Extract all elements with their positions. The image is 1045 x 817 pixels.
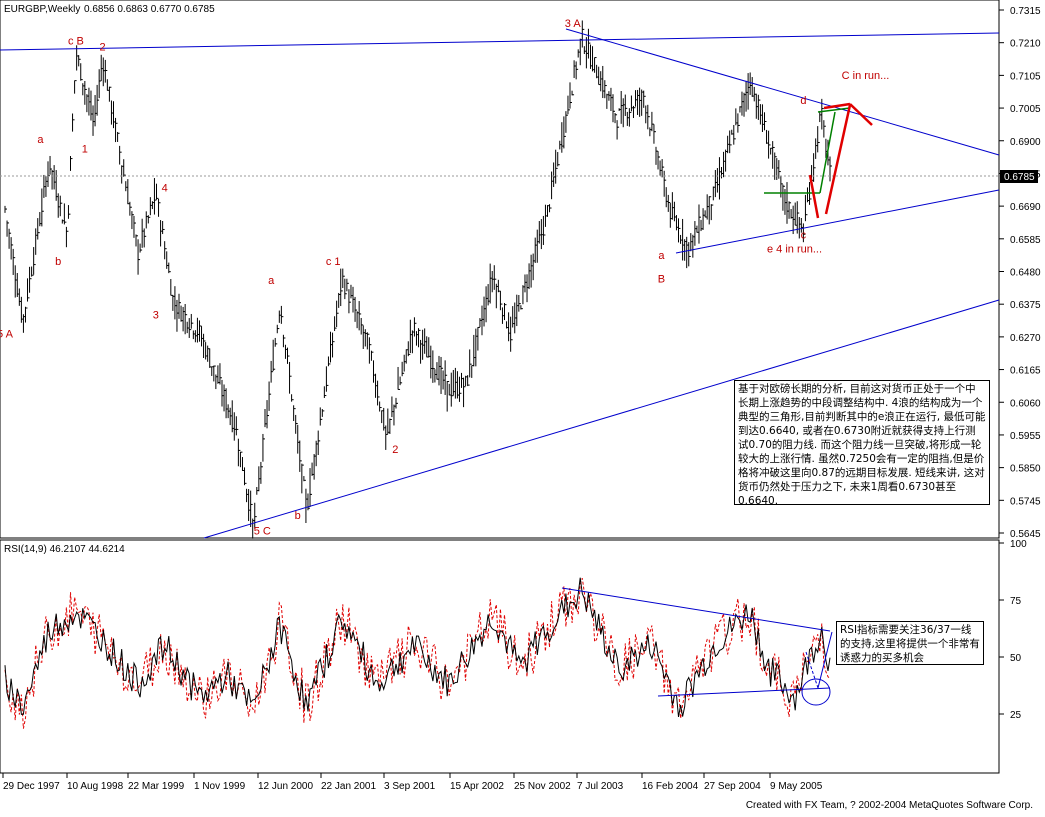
wave-label: a (268, 275, 275, 287)
time-tick-label: 7 Jul 2003 (577, 781, 624, 792)
wave-label: 5 C (254, 526, 271, 538)
rsi-tick-label: 25 (1010, 710, 1022, 721)
wave-label: 3 A (565, 18, 582, 30)
rsi-resistance-line (561, 587, 831, 632)
wave-label: a (658, 250, 665, 262)
wave-label: c B (68, 35, 84, 47)
price-tick-label: 0.7105 (1010, 71, 1041, 82)
footer-credit: Created with FX Team, ? 2002-2004 MetaQu… (745, 800, 1033, 811)
time-axis: 29 Dec 1997 10 Aug 1998 22 Mar 1999 1 Nov 1… (2, 773, 823, 792)
quote-readout: 0.6856 0.6863 0.6770 0.6785 (84, 4, 215, 15)
triangle-lower-line (675, 189, 1000, 254)
lower-channel-line (203, 299, 1000, 539)
time-tick-label: 10 Aug 1998 (67, 781, 124, 792)
upper-channel-line (0, 32, 1000, 51)
wave-label: 4 (162, 183, 168, 195)
price-tick-label: 0.5955 (1010, 431, 1041, 442)
rsi-arrow-line (817, 631, 833, 689)
forecast-red-tail (849, 103, 873, 126)
wave-label: c 1 (326, 256, 341, 268)
rsi-support-circle (801, 678, 831, 706)
price-tick-label: 0.5850 (1010, 464, 1041, 475)
wave-label: 2 (392, 444, 398, 456)
price-tick-label: 0.6165 (1010, 366, 1041, 377)
wave-label: C in run... (842, 70, 890, 82)
rsi-support-line (657, 687, 831, 697)
rsi-tick-label: 75 (1010, 596, 1022, 607)
rsi-dash-projection (805, 651, 819, 689)
forecast-red-down (808, 174, 820, 219)
time-tick-label: 25 Nov 2002 (514, 781, 571, 792)
triangle-upper-line (565, 28, 1000, 156)
price-tick-label: 0.5745 (1010, 496, 1041, 507)
time-tick-label: 29 Dec 1997 (3, 781, 60, 792)
price-tick-label: 0.6375 (1010, 300, 1041, 311)
time-tick-label: 9 May 2005 (770, 781, 823, 792)
rsi-pane (0, 539, 1000, 774)
time-tick-label: 16 Feb 2004 (642, 781, 699, 792)
time-tick-label: 1 Nov 1999 (194, 781, 246, 792)
symbol-title: EURGBP,Weekly (4, 4, 80, 15)
forecast-green-top (817, 107, 851, 113)
wave-label: 2 (100, 42, 106, 54)
time-tick-label: 3 Sep 2001 (384, 781, 436, 792)
forecast-green-up (819, 111, 836, 194)
price-tick-label: 0.7210 (1010, 39, 1041, 50)
wave-label: b (55, 256, 61, 268)
rsi-axis: 100 75 50 25 (999, 539, 1027, 721)
wave-label: 3 (153, 309, 159, 321)
time-tick-label: 12 Jun 2000 (258, 781, 313, 792)
price-tick-label: 0.6690 (1010, 202, 1041, 213)
rsi-tick-label: 50 (1010, 653, 1022, 664)
analysis-note: 基于对欧磅长期的分析, 目前这对货币正处于一个中长期上涨趋势的中段调整结构中. … (734, 380, 990, 505)
price-tick-label: 0.6480 (1010, 268, 1041, 279)
price-tick-label: 0.7005 (1010, 104, 1041, 115)
time-tick-label: 22 Mar 1999 (128, 781, 185, 792)
price-tick-label: 0.6060 (1010, 398, 1041, 409)
rsi-title: RSI(14,9) 46.2107 44.6214 (4, 544, 125, 555)
price-tick-label: 0.5645 (1010, 529, 1041, 540)
time-tick-label: 22 Jan 2001 (321, 781, 376, 792)
wave-label: b (295, 510, 301, 522)
wave-label: B (658, 273, 665, 285)
time-tick-label: 27 Sep 2004 (704, 781, 761, 792)
price-tick-label: 0.6270 (1010, 333, 1041, 344)
time-tick-label: 15 Apr 2002 (450, 781, 504, 792)
price-tick-label: 0.6585 (1010, 235, 1041, 246)
forecast-red-top (823, 102, 851, 110)
wave-label: c (801, 230, 807, 242)
forecast-red-up (824, 104, 852, 215)
wave-label: e 4 in run... (767, 244, 822, 256)
rsi-note: RSI指标需要关注36/37一线的支持,这里将提供一个非常有诱惑力的买多机会 (836, 621, 984, 665)
wave-label: d (800, 95, 806, 107)
wave-label: 1 (82, 143, 88, 155)
trendlines (0, 28, 1000, 706)
price-bars (4, 20, 832, 539)
wave-label: a (37, 134, 44, 146)
wave-label: 5 A (0, 328, 14, 340)
price-tick-label: 0.6900 (1010, 137, 1041, 148)
rsi-tick-label: 100 (1010, 539, 1027, 550)
current-price-label: 0.6785 (1004, 172, 1035, 183)
price-tick-label: 0.7315 (1010, 6, 1041, 17)
current-price-marker (1000, 170, 1038, 183)
price-axis: 0.73150.72100.71050.70050.69000.67950.66… (999, 6, 1041, 540)
